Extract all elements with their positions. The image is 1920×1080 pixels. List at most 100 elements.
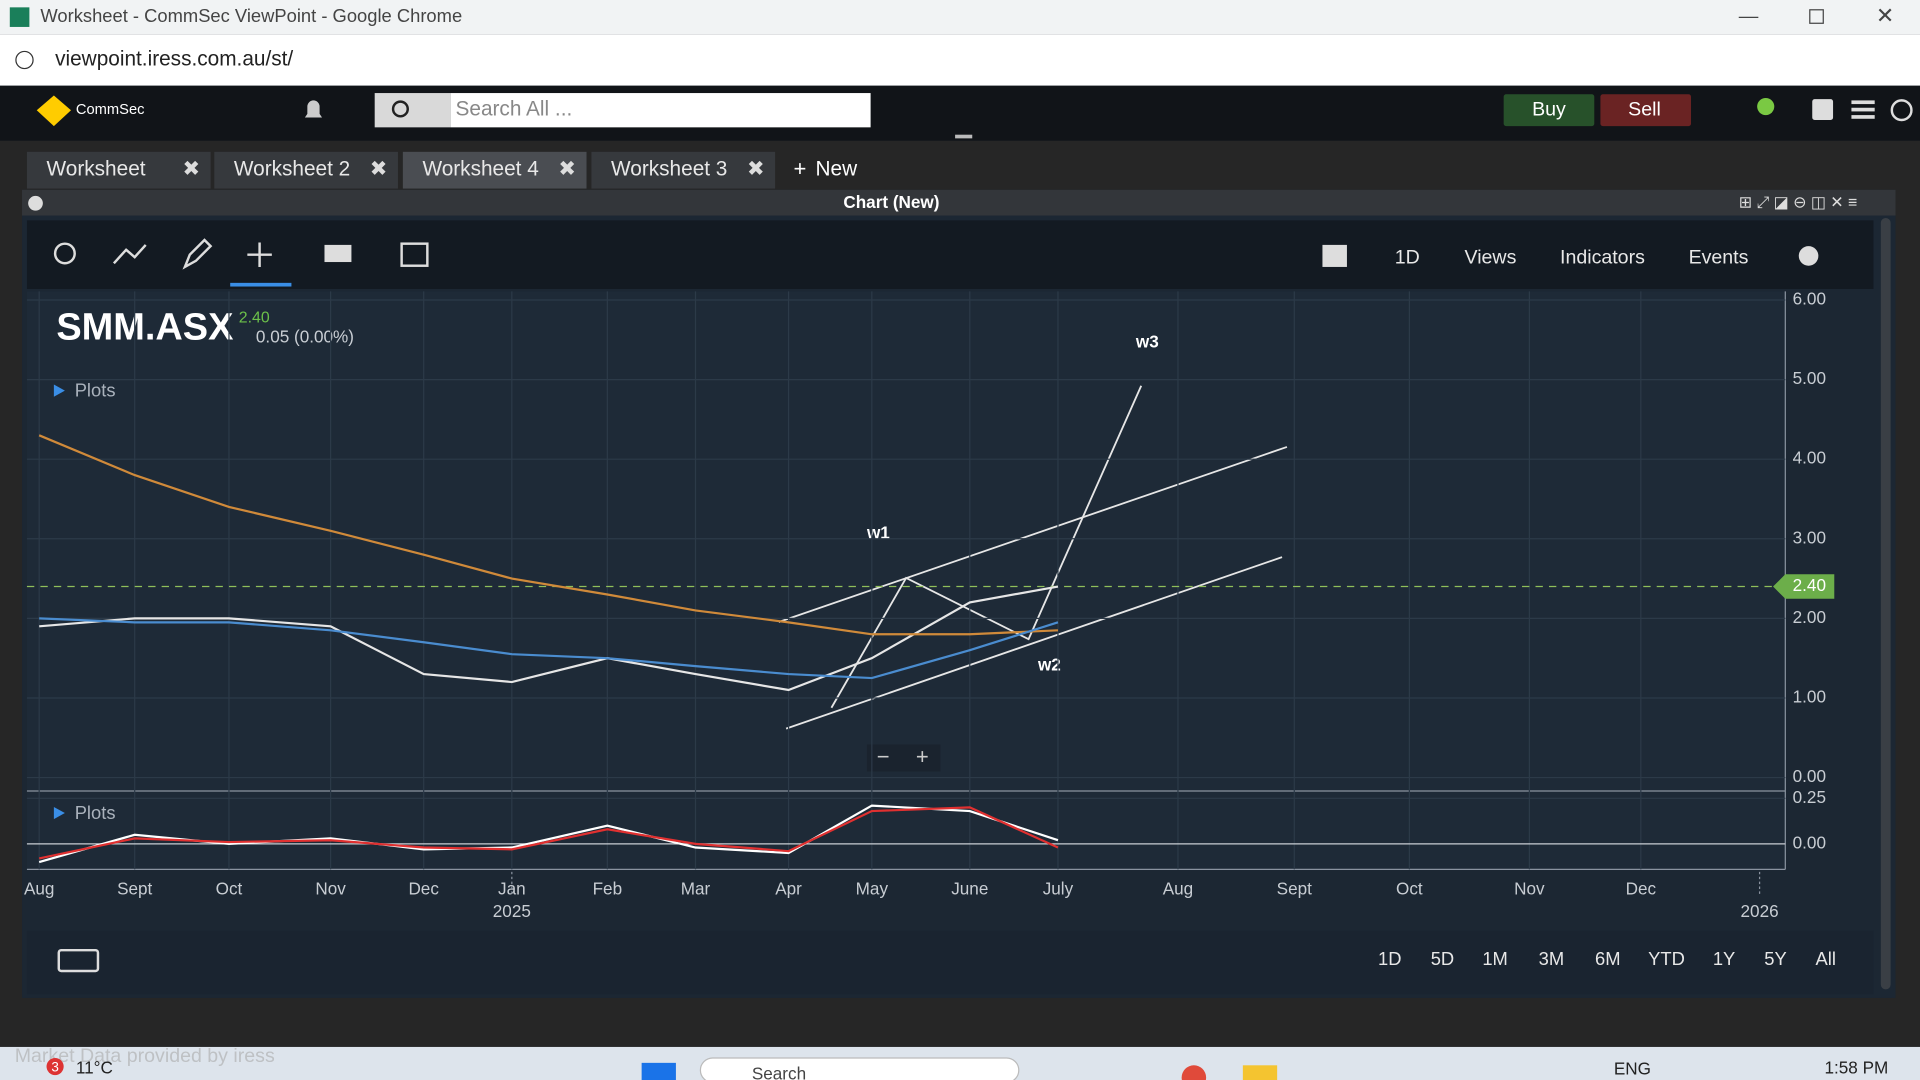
brand: CommSec xyxy=(76,102,145,118)
tab-close[interactable]: ✖ xyxy=(370,158,387,181)
start-button[interactable] xyxy=(641,1062,676,1080)
tab-close[interactable]: ✖ xyxy=(747,158,764,181)
osc-tick-label: 0.25 xyxy=(1793,787,1826,807)
menu-bar xyxy=(1851,107,1875,112)
plots-label[interactable]: Plots xyxy=(75,380,116,401)
x-tick-label: Aug xyxy=(24,879,54,899)
x-tick-label: May xyxy=(856,879,889,899)
window-title: Worksheet - CommSec ViewPoint - Google C… xyxy=(40,5,462,26)
channel-upper xyxy=(778,446,1288,623)
channel-lower xyxy=(785,556,1283,730)
tab[interactable] xyxy=(591,151,776,189)
indicators[interactable]: Indicators xyxy=(1560,247,1645,269)
x-tick-label: Nov xyxy=(1514,879,1545,899)
site-info[interactable] xyxy=(15,50,34,70)
table-tool[interactable] xyxy=(400,242,429,267)
url[interactable]: viewpoint.iress.com.au/st/ xyxy=(55,48,293,71)
trend-tool[interactable] xyxy=(112,244,147,265)
range-button[interactable]: 1M xyxy=(1482,948,1508,969)
range-button[interactable]: All xyxy=(1816,948,1836,969)
new-tab-icon[interactable]: + xyxy=(793,156,806,181)
brand-logo xyxy=(36,95,72,127)
range-button[interactable]: 1D xyxy=(1378,948,1401,969)
quote-price: 2.40 xyxy=(239,310,270,327)
taskbar-search[interactable] xyxy=(699,1057,1020,1080)
panel-controls[interactable]: ⊞ ⤢ ◪ ⊖ ◫ ✕ ≡ xyxy=(1739,194,1858,211)
tips[interactable] xyxy=(1757,97,1775,116)
tab[interactable] xyxy=(26,151,211,189)
tab-label[interactable]: Worksheet 2 xyxy=(234,158,350,181)
range-button[interactable]: 5D xyxy=(1431,948,1454,969)
range-button[interactable]: YTD xyxy=(1648,948,1685,969)
x-tick-label: Dec xyxy=(1626,879,1657,899)
y-tick-label: 0.00 xyxy=(1793,766,1826,786)
y-tick-label: 5.00 xyxy=(1793,368,1826,388)
zoom-out[interactable]: − xyxy=(877,744,890,769)
events[interactable]: Events xyxy=(1689,247,1749,269)
y-tick-label: 2.00 xyxy=(1793,607,1826,627)
search-icon xyxy=(391,100,409,118)
weather[interactable]: 11°C xyxy=(76,1058,113,1078)
keyboard[interactable] xyxy=(57,948,100,973)
plots-label[interactable]: Plots xyxy=(75,802,116,823)
y-tick-label: 4.00 xyxy=(1793,448,1826,468)
add-button[interactable] xyxy=(1812,99,1834,120)
explorer-icon[interactable] xyxy=(1242,1065,1278,1080)
clock[interactable]: 1:58 PM xyxy=(1824,1058,1888,1078)
tab-label[interactable]: Worksheet xyxy=(47,158,146,181)
search-placeholder: Search All ... xyxy=(456,98,573,121)
range-button[interactable]: 5Y xyxy=(1764,948,1786,969)
x-tick-label: Apr xyxy=(775,879,802,899)
menu-bar xyxy=(1851,115,1875,119)
zoom-in[interactable]: + xyxy=(916,744,929,769)
settings[interactable] xyxy=(1798,246,1819,266)
range-button[interactable]: 1Y xyxy=(1713,948,1735,969)
scrollbar[interactable] xyxy=(1880,217,1891,990)
footer-note: Market Data provided by iress xyxy=(15,1045,275,1067)
x-tick-label: July xyxy=(1043,879,1074,899)
tab-close[interactable]: ✖ xyxy=(558,158,575,181)
menu[interactable] xyxy=(1851,100,1875,105)
plot-area xyxy=(26,291,1786,870)
buy-button[interactable] xyxy=(1503,94,1595,127)
comment-tool[interactable] xyxy=(324,244,352,263)
new-tab[interactable]: New xyxy=(816,158,859,181)
notifications[interactable] xyxy=(304,100,323,118)
y-tick-label: 6.00 xyxy=(1793,289,1826,309)
plots-toggle[interactable] xyxy=(53,384,65,397)
tab-label[interactable]: Worksheet 3 xyxy=(611,158,727,181)
crosshair-tool[interactable] xyxy=(247,242,272,267)
buy-label: Buy xyxy=(1532,98,1566,120)
tab-label[interactable]: Worksheet 4 xyxy=(422,158,538,181)
draw-tool[interactable] xyxy=(182,238,213,270)
tab[interactable] xyxy=(402,151,587,189)
search-box[interactable] xyxy=(450,93,871,128)
annotation: w3 xyxy=(1135,331,1159,351)
y-tick-label: 1.00 xyxy=(1793,686,1826,706)
tab[interactable] xyxy=(214,151,398,189)
language[interactable]: ENG xyxy=(1614,1059,1651,1079)
restore[interactable] xyxy=(1809,9,1824,24)
views[interactable]: Views xyxy=(1464,247,1516,269)
close[interactable]: ✕ xyxy=(1876,3,1894,28)
app-icon xyxy=(9,7,30,27)
sell-button[interactable] xyxy=(1600,94,1692,127)
interval[interactable]: 1D xyxy=(1395,247,1420,269)
chrome-icon[interactable] xyxy=(1181,1065,1207,1080)
minimize[interactable]: — xyxy=(1739,5,1759,27)
title-bar xyxy=(0,0,1920,35)
plots-toggle[interactable] xyxy=(53,806,65,820)
year-label: 2025 xyxy=(493,901,531,921)
osc-tick-label: 0.00 xyxy=(1793,832,1826,852)
power[interactable] xyxy=(1890,99,1913,122)
search-type[interactable] xyxy=(374,93,451,128)
series-line xyxy=(39,585,1059,692)
range-buttons: 1D 5D 1M 3M 6M YTD 1Y 5Y All xyxy=(1378,948,1836,969)
tab-close[interactable]: ✖ xyxy=(182,158,199,181)
chart-type[interactable] xyxy=(1322,244,1347,267)
range-button[interactable]: 6M xyxy=(1595,948,1621,969)
badge: 3 xyxy=(51,1059,58,1074)
zoom-tool[interactable] xyxy=(53,242,76,265)
range-button[interactable]: 3M xyxy=(1539,948,1565,969)
